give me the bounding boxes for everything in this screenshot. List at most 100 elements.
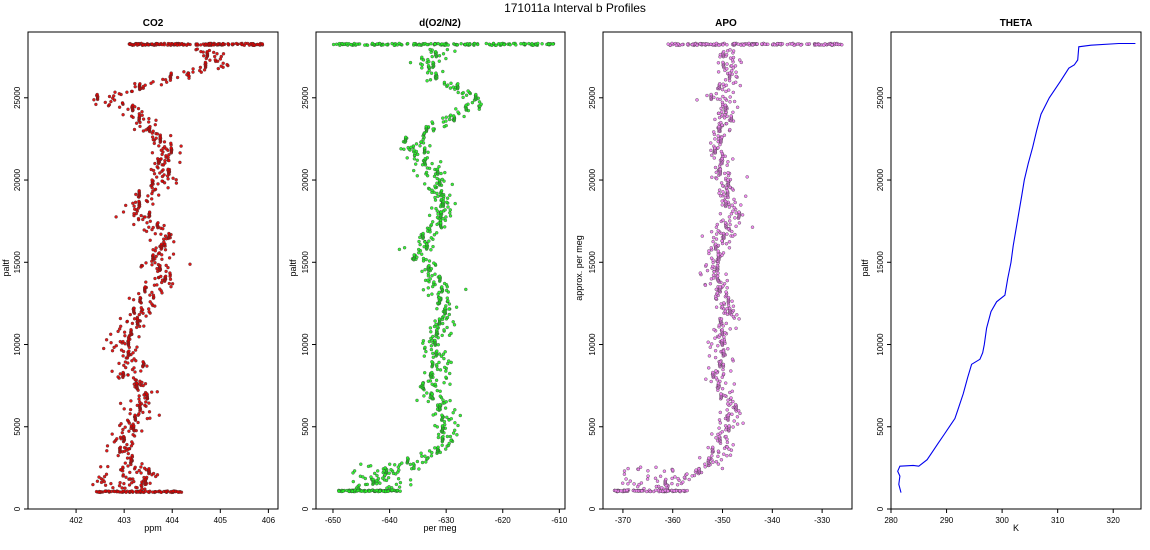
data-point [716, 134, 720, 138]
data-point [138, 379, 142, 383]
data-point [703, 462, 707, 466]
data-point [440, 424, 445, 428]
data-point [709, 141, 713, 145]
data-point [719, 458, 724, 462]
data-point [447, 312, 451, 317]
data-point [428, 47, 432, 52]
data-point [733, 64, 738, 68]
data-point [145, 221, 149, 225]
data-point [714, 376, 718, 380]
data-point [419, 140, 423, 144]
data-point [128, 456, 132, 460]
data-point [454, 107, 458, 111]
data-point [730, 389, 734, 393]
y-tick-label: 15000 [13, 251, 22, 274]
data-point [714, 170, 718, 175]
data-point [151, 248, 155, 252]
data-point [173, 42, 177, 46]
data-point [442, 356, 446, 361]
data-point [421, 256, 426, 261]
data-point [349, 42, 353, 47]
data-point [124, 365, 128, 370]
data-point [137, 412, 141, 416]
data-point [448, 398, 452, 403]
data-point [435, 367, 440, 372]
data-point [708, 282, 713, 286]
data-point [147, 225, 151, 229]
data-point [521, 42, 526, 46]
data-point [687, 477, 691, 482]
data-point [670, 41, 674, 46]
data-point [154, 246, 158, 250]
data-point [437, 360, 441, 365]
data-point [133, 413, 137, 417]
data-point [431, 127, 435, 131]
data-point [444, 115, 448, 119]
data-point [252, 43, 256, 47]
data-point [713, 117, 717, 122]
data-point [726, 347, 730, 351]
data-point [435, 231, 439, 235]
data-point [717, 188, 722, 192]
data-point [728, 56, 733, 60]
data-point [716, 449, 721, 453]
data-point [137, 394, 141, 398]
data-point [449, 417, 453, 421]
data-point [198, 68, 202, 73]
data-point [170, 282, 175, 286]
data-point [121, 434, 126, 439]
data-point [441, 217, 445, 221]
data-point [425, 391, 429, 395]
data-point [148, 481, 152, 485]
data-point [444, 215, 448, 219]
data-point [110, 349, 115, 353]
data-point [420, 460, 425, 465]
data-point [424, 170, 429, 175]
data-point [137, 312, 141, 317]
data-point [713, 349, 718, 353]
data-point [664, 477, 668, 482]
data-point [547, 42, 551, 46]
data-point [124, 475, 128, 479]
data-point [122, 330, 127, 334]
data-point [723, 103, 728, 107]
data-point [698, 271, 702, 275]
data-point [141, 117, 146, 121]
data-point [159, 232, 163, 236]
data-point [624, 477, 628, 481]
data-point [445, 434, 450, 439]
data-point [445, 200, 449, 204]
data-point [188, 262, 192, 266]
data-point [437, 274, 442, 278]
data-point [166, 265, 170, 270]
data-point [195, 42, 199, 46]
data-point [212, 50, 216, 55]
data-point [711, 264, 715, 268]
data-point [147, 116, 151, 121]
data-point [172, 240, 176, 244]
data-point [337, 41, 342, 46]
data-point [447, 307, 451, 311]
data-point [717, 426, 721, 430]
data-point [726, 178, 730, 182]
data-point [433, 412, 438, 416]
data-point [714, 41, 719, 46]
panel-apo: APO approx. per meg -370 -360 -350 -340 -330… [574, 18, 853, 525]
data-point [427, 187, 432, 191]
data-point [440, 443, 444, 447]
data-point [637, 482, 641, 487]
data-point [103, 483, 108, 487]
data-point [357, 483, 361, 487]
data-point [638, 465, 643, 469]
data-point [160, 42, 164, 47]
data-point [714, 305, 719, 309]
data-point [243, 41, 248, 46]
data-point [724, 272, 728, 276]
data-point [137, 468, 141, 473]
data-point [121, 339, 125, 344]
data-point [155, 42, 159, 46]
data-point [171, 176, 175, 180]
data-point [795, 42, 800, 46]
data-point [720, 338, 724, 343]
